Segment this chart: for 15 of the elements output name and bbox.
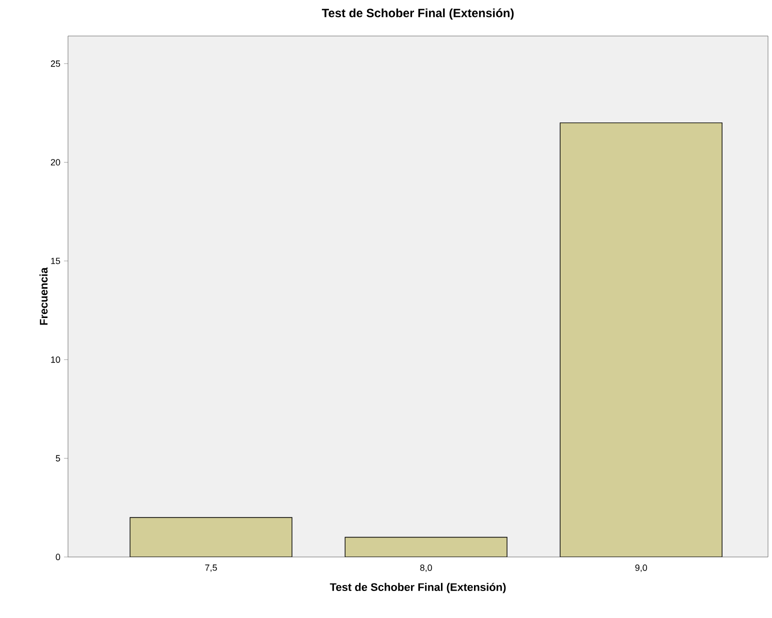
y-tick-label: 20 — [50, 159, 60, 166]
bar — [560, 122, 722, 557]
y-tick-label: 0 — [56, 554, 60, 560]
x-tick-label: 9,0 — [635, 564, 648, 572]
x-axis-title: Test de Schober Final (Extensión) — [330, 582, 506, 594]
y-tick-label: 5 — [56, 455, 60, 462]
x-tick-label: 7,5 — [205, 564, 217, 572]
y-tick-label: 15 — [51, 258, 60, 264]
y-tick-label: 10 — [51, 356, 60, 363]
y-axis-title: Frecuencia — [40, 267, 48, 325]
y-tick-label: 25 — [50, 60, 60, 67]
bar — [344, 536, 508, 557]
bar — [130, 517, 292, 557]
chart-title: Test de Schober Final (Extensión) — [322, 8, 514, 20]
x-tick-label: 8,0 — [420, 564, 432, 572]
